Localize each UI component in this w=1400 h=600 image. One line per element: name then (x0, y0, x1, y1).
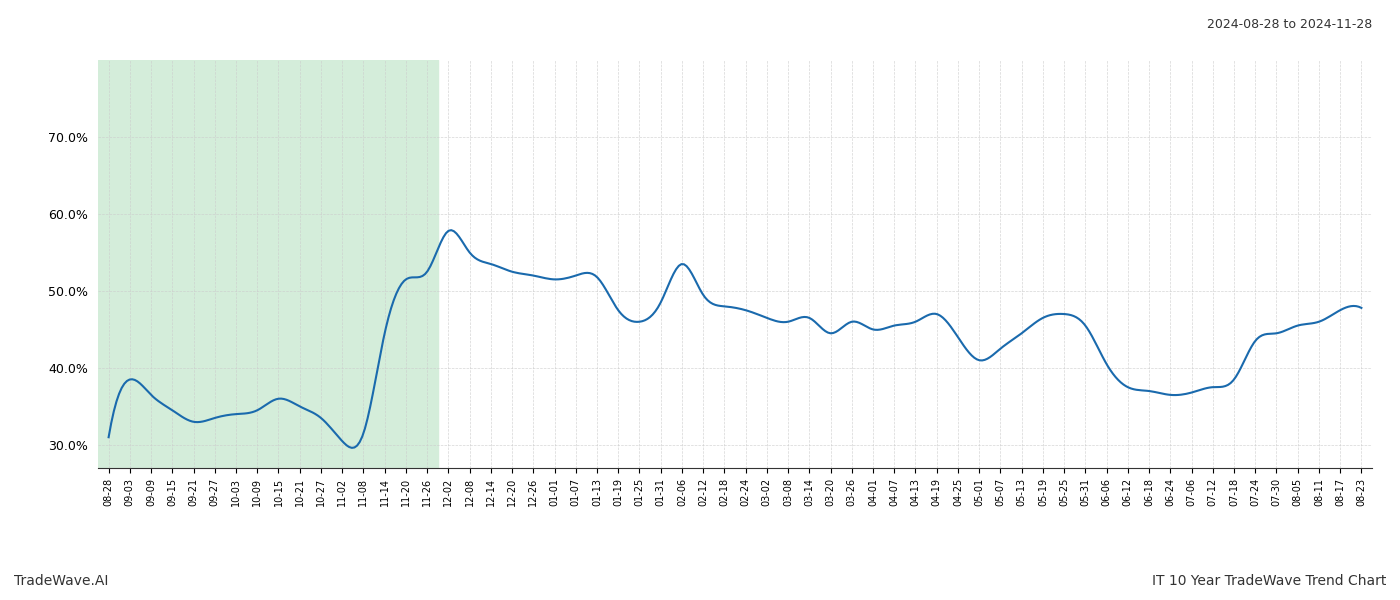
Text: 2024-08-28 to 2024-11-28: 2024-08-28 to 2024-11-28 (1207, 18, 1372, 31)
Bar (98, 60, 438, 468)
Text: IT 10 Year TradeWave Trend Chart: IT 10 Year TradeWave Trend Chart (1152, 574, 1386, 588)
Text: TradeWave.AI: TradeWave.AI (14, 574, 108, 588)
